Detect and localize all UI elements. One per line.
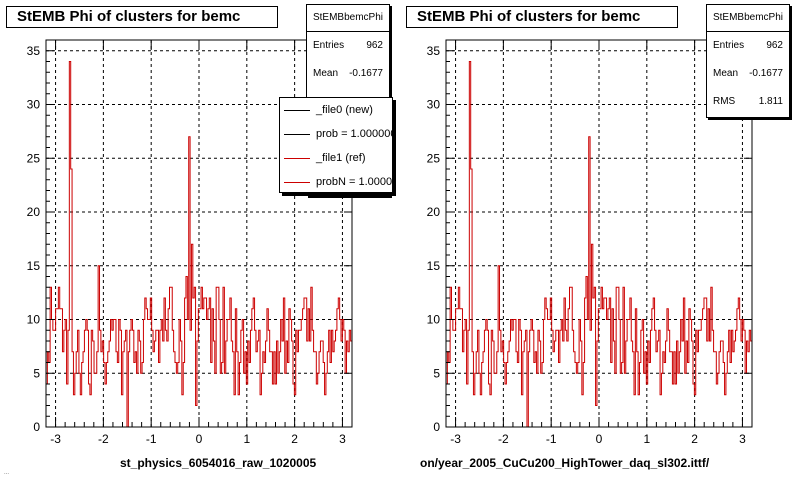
legend-text-prob: prob = 1.000000 (316, 128, 393, 140)
legend-text-probn: probN = 1.000000 (316, 176, 393, 188)
legend-line-file0 (284, 109, 310, 111)
left-entries-value: 962 (366, 40, 383, 51)
right-x-axis-label: on/year_2005_CuCu200_HighTower_daq_sl302… (420, 456, 710, 470)
left-stats-mean-row: Mean -0.1677 (307, 60, 389, 88)
right-ytick-label: 0 (433, 420, 440, 434)
left-xtick-label: -3 (50, 432, 61, 446)
right-histogram-line (445, 61, 752, 428)
right-xtick-label: -2 (498, 432, 509, 446)
left-ytick-label: 35 (27, 44, 41, 58)
right-xtick-label: 0 (596, 432, 603, 446)
left-ytick-label: 30 (27, 98, 41, 112)
right-ytick-label: 20 (427, 205, 441, 219)
right-chart-title: StEMB Phi of clusters for bemc (406, 6, 678, 28)
left-stats-entries-row: Entries 962 (307, 32, 389, 60)
legend-line-probn (284, 181, 310, 183)
right-xtick-label: -3 (450, 432, 461, 446)
right-panel: 0 5 10 15 20 25 30 35 -3 -2 -1 0 1 2 3 StEMB Phi of cl… (400, 0, 800, 480)
left-ytick-label: 5 (33, 366, 40, 380)
right-ytick-label: 25 (427, 151, 441, 165)
left-xtick-label: -2 (98, 432, 109, 446)
right-rms-label: RMS (713, 96, 736, 107)
right-stats-box: StEMBbemcPhi Entries 962 Mean -0.1677 RM… (706, 4, 790, 118)
left-xtick-label: 3 (339, 432, 346, 446)
left-mean-label: Mean (313, 68, 339, 79)
left-xtick-label: 2 (291, 432, 298, 446)
right-ytick-label: 5 (433, 366, 440, 380)
left-xtick-label: -1 (146, 432, 157, 446)
right-xtick-label: 1 (643, 432, 650, 446)
right-mean-value: -0.1677 (749, 68, 783, 79)
legend-entry-prob: prob = 1.000000 (280, 122, 393, 146)
left-histogram-line (45, 61, 352, 428)
left-xtick-label: 0 (196, 432, 203, 446)
legend-text-file0: _file0 (new) (316, 104, 373, 116)
left-ytick-label: 25 (27, 151, 41, 165)
left-xtick-label: 1 (243, 432, 250, 446)
right-rms-value: 1.811 (758, 96, 783, 107)
legend-entry-probn: probN = 1.000000 (280, 170, 393, 192)
left-histogram: 0 5 10 15 20 25 30 35 -3 -2 -1 0 1 2 3 (27, 39, 353, 446)
right-entries-value: 962 (766, 40, 783, 51)
right-stats-entries-row: Entries 962 (707, 32, 789, 60)
left-x-axis-label: st_physics_6054016_raw_1020005 (120, 456, 317, 470)
right-ytick-label: 30 (427, 98, 441, 112)
legend-line-file1 (284, 157, 310, 159)
right-xtick-label: -1 (546, 432, 557, 446)
left-ytick-label: 0 (33, 420, 40, 434)
right-ytick-label: 15 (427, 259, 441, 273)
right-stats-name: StEMBbemcPhi (707, 5, 789, 32)
legend-entry-file0: _file0 (new) (280, 98, 392, 122)
left-ytick-label: 20 (27, 205, 41, 219)
left-legend: _file0 (new) prob = 1.000000 _file1 (ref… (279, 97, 393, 193)
left-stats-name: StEMBbemcPhi (307, 5, 389, 32)
right-stats-mean-row: Mean -0.1677 (707, 60, 789, 88)
right-ytick-label: 35 (427, 44, 441, 58)
left-panel: 0 5 10 15 20 25 30 35 -3 -2 -1 0 1 2 3 StEMB Phi of cl… (6, 4, 393, 470)
left-mean-value: -0.1677 (349, 68, 383, 79)
legend-entry-file1: _file1 (ref) (280, 146, 392, 170)
right-xtick-label: 2 (691, 432, 698, 446)
left-ytick-label: 15 (27, 259, 41, 273)
left-chart-title: StEMB Phi of clusters for bemc (6, 6, 278, 28)
legend-line-prob (284, 133, 310, 135)
right-ytick-label: 10 (427, 313, 441, 327)
left-entries-label: Entries (313, 40, 345, 51)
footer-note: ... (4, 470, 10, 476)
right-mean-label: Mean (713, 68, 739, 79)
left-ytick-label: 10 (27, 313, 41, 327)
right-stats-rms-row: RMS 1.811 (707, 88, 789, 116)
right-histogram: 0 5 10 15 20 25 30 35 -3 -2 -1 0 1 2 3 (427, 39, 753, 446)
right-entries-label: Entries (713, 40, 745, 51)
legend-text-file1: _file1 (ref) (316, 152, 366, 164)
right-xtick-label: 3 (739, 432, 746, 446)
